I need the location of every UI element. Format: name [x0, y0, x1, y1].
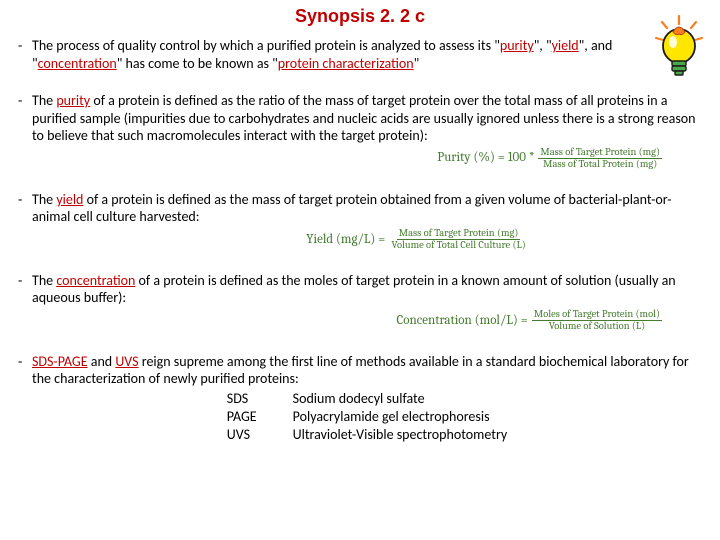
- text: The: [32, 191, 56, 208]
- bullet-dash: -: [18, 37, 32, 72]
- text: and: [88, 353, 116, 370]
- bullet-item: - The process of quality control by whic…: [18, 37, 702, 72]
- keyword-concentration: concentration: [56, 272, 135, 289]
- bullet-dash: -: [18, 353, 32, 445]
- text: of a protein is defined as the ratio of …: [32, 92, 696, 144]
- lightbulb-icon: [650, 14, 708, 82]
- formula-row: Concentration (mol/L) = Moles of Target …: [32, 309, 702, 333]
- fraction: Moles of Target Protein (mol) Volume of …: [532, 309, 662, 333]
- formula-row: Yield (mg/L) = Mass of Target Protein (m…: [32, 228, 702, 252]
- page-title: Synopsis 2. 2 c: [0, 0, 720, 37]
- formula-lhs: Yield (mg/L) =: [306, 232, 385, 248]
- keyword-yield: yield: [56, 191, 83, 208]
- bullet-list: - The process of quality control by whic…: [0, 37, 720, 444]
- text: ", ": [534, 37, 552, 54]
- text: ": [414, 55, 420, 72]
- bullet-dash: -: [18, 92, 32, 171]
- abbreviations: SDS PAGE UVS Sodium dodecyl sulfate Poly…: [32, 390, 702, 445]
- text: The: [32, 92, 56, 109]
- keyword-concentration: concentration: [38, 55, 117, 72]
- yield-formula: Yield (mg/L) = Mass of Target Protein (m…: [306, 228, 528, 252]
- bullet-body: The process of quality control by which …: [32, 37, 702, 72]
- bullet-dash: -: [18, 272, 32, 333]
- fraction: Mass of Target Protein (mg) Mass of Tota…: [538, 147, 662, 171]
- abbr-def: Ultraviolet-Visible spectrophotometry: [293, 426, 508, 444]
- keyword-characterization: protein characterization: [278, 55, 414, 72]
- abbr-def: Sodium dodecyl sulfate: [293, 390, 508, 408]
- keyword-sdspage: SDS-PAGE: [32, 353, 88, 370]
- abbr-key: SDS: [227, 390, 257, 408]
- denominator: Volume of Total Cell Culture (L): [389, 240, 527, 252]
- formula-lhs: Purity (%) = 100 *: [437, 150, 534, 166]
- bullet-body: The yield of a protein is defined as the…: [32, 191, 702, 252]
- purity-formula: Purity (%) = 100 * Mass of Target Protei…: [437, 147, 662, 171]
- formula-lhs: Concentration (mol/L) =: [397, 313, 528, 329]
- abbr-defs: Sodium dodecyl sulfate Polyacrylamide ge…: [293, 390, 508, 445]
- keyword-yield: yield: [552, 37, 579, 54]
- abbr-key: PAGE: [227, 408, 257, 426]
- bullet-item: - The concentration of a protein is defi…: [18, 272, 702, 333]
- abbr-keys: SDS PAGE UVS: [227, 390, 257, 445]
- text: " has come to be known as ": [117, 55, 278, 72]
- text: of a protein is defined as the mass of t…: [32, 191, 672, 226]
- fraction: Mass of Target Protein (mg) Volume of To…: [389, 228, 527, 252]
- keyword-uvs: UVS: [115, 353, 138, 370]
- denominator: Mass of Total Protein (mg): [541, 159, 659, 171]
- keyword-purity: purity: [500, 37, 534, 54]
- bullet-item: - The yield of a protein is defined as t…: [18, 191, 702, 252]
- bullet-body: The concentration of a protein is define…: [32, 272, 702, 333]
- abbr-def: Polyacrylamide gel electrophoresis: [293, 408, 508, 426]
- keyword-purity: purity: [56, 92, 90, 109]
- text: The: [32, 272, 56, 289]
- denominator: Volume of Solution (L): [547, 321, 647, 333]
- formula-row: Purity (%) = 100 * Mass of Target Protei…: [32, 147, 702, 171]
- bullet-item: - The purity of a protein is defined as …: [18, 92, 702, 171]
- bullet-body: SDS-PAGE and UVS reign supreme among the…: [32, 353, 702, 445]
- bullet-body: The purity of a protein is defined as th…: [32, 92, 702, 171]
- bullet-dash: -: [18, 191, 32, 252]
- abbr-key: UVS: [227, 426, 257, 444]
- concentration-formula: Concentration (mol/L) = Moles of Target …: [397, 309, 662, 333]
- text: The process of quality control by which …: [32, 37, 500, 54]
- bullet-item: - SDS-PAGE and UVS reign supreme among t…: [18, 353, 702, 445]
